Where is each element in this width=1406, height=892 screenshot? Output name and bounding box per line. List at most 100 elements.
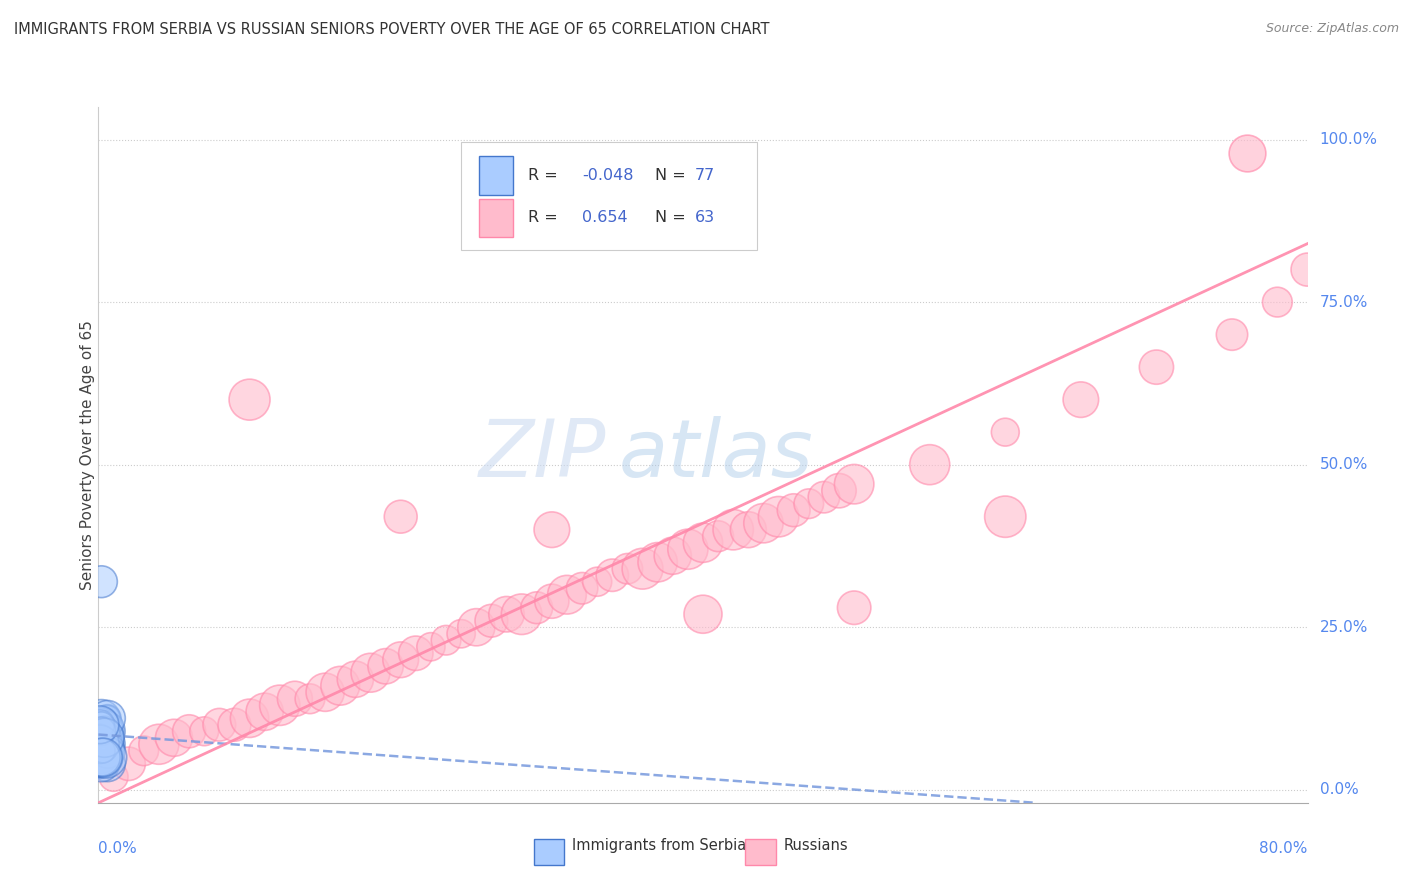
- Point: [602, 568, 624, 582]
- Point: [94, 731, 117, 745]
- Point: [89, 750, 111, 764]
- Point: [360, 665, 382, 680]
- Point: [994, 425, 1017, 439]
- Text: Immigrants from Serbia: Immigrants from Serbia: [572, 838, 747, 854]
- Text: 25.0%: 25.0%: [1320, 620, 1368, 635]
- Point: [692, 607, 714, 622]
- Point: [465, 620, 488, 634]
- Text: -0.048: -0.048: [582, 168, 634, 183]
- Point: [389, 509, 412, 524]
- Point: [239, 392, 262, 407]
- Text: 77: 77: [695, 168, 714, 183]
- Text: ZIP: ZIP: [479, 416, 606, 494]
- Point: [91, 731, 114, 745]
- Point: [177, 724, 201, 739]
- Point: [299, 691, 322, 706]
- Point: [96, 756, 118, 771]
- Point: [89, 718, 111, 732]
- Point: [1265, 295, 1288, 310]
- Point: [94, 750, 117, 764]
- Text: 63: 63: [695, 211, 714, 226]
- Point: [844, 477, 866, 491]
- Point: [90, 750, 112, 764]
- Point: [96, 711, 118, 725]
- Point: [94, 744, 117, 758]
- FancyBboxPatch shape: [479, 156, 513, 194]
- Point: [94, 750, 117, 764]
- Text: atlas: atlas: [619, 416, 813, 494]
- Point: [676, 542, 699, 557]
- Text: 50.0%: 50.0%: [1320, 458, 1368, 472]
- Point: [91, 750, 114, 764]
- Point: [752, 516, 775, 531]
- Point: [91, 744, 114, 758]
- Point: [89, 724, 111, 739]
- Point: [90, 750, 112, 764]
- Point: [91, 750, 114, 764]
- Point: [93, 731, 115, 745]
- Point: [91, 737, 114, 751]
- Point: [89, 756, 111, 771]
- Point: [631, 562, 654, 576]
- FancyBboxPatch shape: [479, 199, 513, 237]
- Point: [94, 737, 117, 751]
- Point: [813, 490, 835, 504]
- Point: [707, 529, 730, 543]
- Point: [253, 705, 276, 719]
- Point: [193, 724, 215, 739]
- Point: [344, 672, 367, 686]
- Point: [90, 718, 112, 732]
- FancyBboxPatch shape: [461, 142, 758, 250]
- Point: [768, 509, 790, 524]
- Point: [93, 744, 115, 758]
- Point: [94, 744, 117, 758]
- Point: [91, 744, 114, 758]
- Point: [481, 614, 503, 628]
- Text: R =: R =: [527, 211, 562, 226]
- Point: [93, 724, 115, 739]
- Point: [89, 718, 111, 732]
- Text: 100.0%: 100.0%: [1320, 132, 1378, 147]
- Point: [90, 756, 112, 771]
- Point: [89, 744, 111, 758]
- Point: [94, 744, 117, 758]
- Point: [90, 711, 112, 725]
- Point: [91, 750, 114, 764]
- Point: [96, 711, 118, 725]
- Text: 75.0%: 75.0%: [1320, 294, 1368, 310]
- Text: R =: R =: [527, 168, 562, 183]
- Point: [90, 750, 112, 764]
- Point: [450, 626, 472, 640]
- Point: [93, 724, 115, 739]
- Point: [844, 600, 866, 615]
- Point: [96, 756, 118, 771]
- Point: [405, 646, 427, 660]
- Point: [918, 458, 941, 472]
- Point: [89, 750, 111, 764]
- Point: [692, 535, 714, 549]
- Text: N =: N =: [655, 211, 690, 226]
- Point: [148, 737, 170, 751]
- Point: [329, 679, 352, 693]
- Point: [434, 633, 457, 648]
- Point: [269, 698, 291, 713]
- Point: [90, 574, 112, 589]
- Point: [90, 737, 112, 751]
- Point: [103, 770, 125, 784]
- Text: N =: N =: [655, 168, 690, 183]
- Text: 0.654: 0.654: [582, 211, 627, 226]
- Point: [90, 724, 112, 739]
- Point: [163, 731, 186, 745]
- Point: [90, 744, 112, 758]
- Text: Russians: Russians: [785, 838, 849, 854]
- Point: [90, 737, 112, 751]
- Point: [132, 744, 155, 758]
- Point: [91, 744, 114, 758]
- Point: [239, 711, 262, 725]
- Point: [540, 523, 562, 537]
- Point: [374, 659, 396, 673]
- Point: [90, 731, 112, 745]
- Point: [828, 483, 851, 498]
- Point: [1236, 145, 1258, 160]
- Point: [721, 523, 744, 537]
